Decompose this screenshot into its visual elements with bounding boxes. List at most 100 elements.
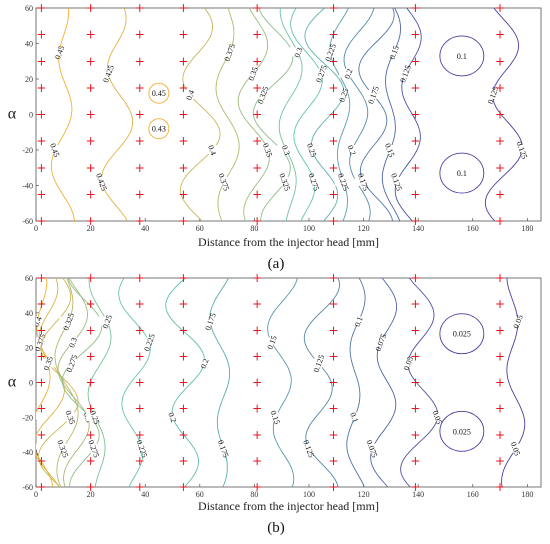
contour-label-bg [243, 68, 262, 78]
x-tick-label: 80 [250, 224, 258, 233]
measurement-point: + [495, 480, 505, 494]
contour-label-bg [63, 337, 82, 347]
measurement-point: + [495, 108, 505, 122]
measurement-point: + [329, 376, 339, 390]
contour-label-bg [349, 316, 368, 326]
measurement-point: + [86, 297, 96, 311]
measurement-point: + [36, 81, 46, 95]
measurement-point: + [36, 54, 46, 68]
measurement-point: + [86, 187, 96, 201]
measurement-point: + [178, 187, 188, 201]
measurement-point: + [135, 28, 145, 42]
measurement-point: + [329, 134, 339, 148]
measurement-point: + [178, 376, 188, 390]
measurement-point: + [252, 28, 262, 42]
measurement-point: + [495, 187, 505, 201]
contour-label-bg [303, 145, 322, 154]
measurement-point: + [135, 214, 145, 228]
contour-label-bg [345, 412, 364, 422]
measurement-point: + [36, 454, 46, 468]
measurement-point: + [410, 454, 420, 468]
x-tick-label: 20 [87, 224, 95, 233]
contour-loop-label: 0.1 [457, 169, 467, 178]
contour-label-bg [266, 412, 285, 422]
contour-loop [439, 35, 485, 77]
measurement-point: + [410, 214, 420, 228]
contour-loop-label: 0.025 [453, 427, 471, 436]
contour-label: 0.3 [67, 336, 79, 348]
x-tick-label: 80 [250, 490, 258, 499]
measurement-point: + [86, 134, 96, 148]
measurement-point: + [329, 81, 339, 95]
x-tick-label: 140 [412, 224, 424, 233]
measurement-point: + [36, 349, 46, 363]
contour-label-bg [36, 316, 47, 326]
contour-label-bg [201, 316, 220, 326]
measurement-point: + [495, 1, 505, 15]
measurement-point: + [252, 402, 262, 416]
measurement-point: + [410, 480, 420, 494]
measurement-point: + [329, 214, 339, 228]
contour-label-bg [253, 89, 272, 99]
y-tick-label: -60 [22, 217, 33, 226]
contour-label-bg [321, 47, 340, 57]
contour-label-bg [46, 145, 65, 154]
contour-label: 0.4 [184, 89, 196, 101]
measurement-point: + [135, 297, 145, 311]
contour-line [346, 278, 366, 487]
contour-label-bg [203, 145, 222, 154]
contour-label-bg [387, 176, 406, 186]
measurement-point: + [252, 323, 262, 337]
measurement-point: + [252, 297, 262, 311]
contour-label-bg [428, 412, 447, 422]
contour-label-bg [92, 176, 111, 186]
measurement-point: + [36, 214, 46, 228]
contour-label-bg [371, 337, 390, 347]
x-tick-label: 180 [521, 490, 533, 499]
contour-label: 0.3 [280, 144, 292, 156]
measurement-point: + [329, 1, 339, 15]
measurement-point: + [410, 428, 420, 442]
measurement-point: + [495, 454, 505, 468]
measurement-point: + [495, 428, 505, 442]
x-tick-label: 100 [303, 490, 315, 499]
contour-line [381, 8, 402, 221]
measurement-point: + [86, 454, 96, 468]
measurement-point: + [410, 187, 420, 201]
measurement-point: + [178, 297, 188, 311]
panel-label: (a) [268, 256, 285, 272]
contour-label-bg [59, 316, 78, 326]
y-tick-label: 20 [25, 75, 33, 84]
measurement-point: + [252, 81, 262, 95]
measurement-point: + [178, 214, 188, 228]
contour-label-bg [339, 68, 358, 78]
measurement-point: + [178, 54, 188, 68]
x-tick-label: 0 [34, 490, 38, 499]
y-tick-label: 0 [29, 379, 33, 388]
x-tick-label: 20 [87, 490, 95, 499]
contour-label: 0.25 [305, 142, 318, 158]
contour-label: 0.25 [101, 314, 114, 330]
contour-label: 0.2 [199, 357, 211, 369]
measurement-point: + [86, 349, 96, 363]
contour-line [36, 278, 54, 487]
measurement-point: + [495, 28, 505, 42]
y-tick-label: 40 [25, 309, 33, 318]
measurement-point: + [135, 480, 145, 494]
contour-label: 0.3 [293, 46, 305, 58]
measurement-point: + [178, 349, 188, 363]
measurement-point: + [252, 187, 262, 201]
contour-label: 0.4 [27, 411, 39, 423]
contour-label-bg [258, 145, 277, 154]
x-tick-label: 120 [358, 490, 370, 499]
measurement-point: + [178, 108, 188, 122]
measurement-point: + [410, 1, 420, 15]
contour-label-bg [289, 47, 308, 57]
contour-label-bg [38, 358, 57, 368]
measurement-point: + [135, 161, 145, 175]
contour-label-bg [61, 412, 80, 422]
measurement-point: + [252, 376, 262, 390]
measurement-point: + [410, 134, 420, 148]
measurement-point: + [329, 454, 339, 468]
measurement-point: + [135, 134, 145, 148]
